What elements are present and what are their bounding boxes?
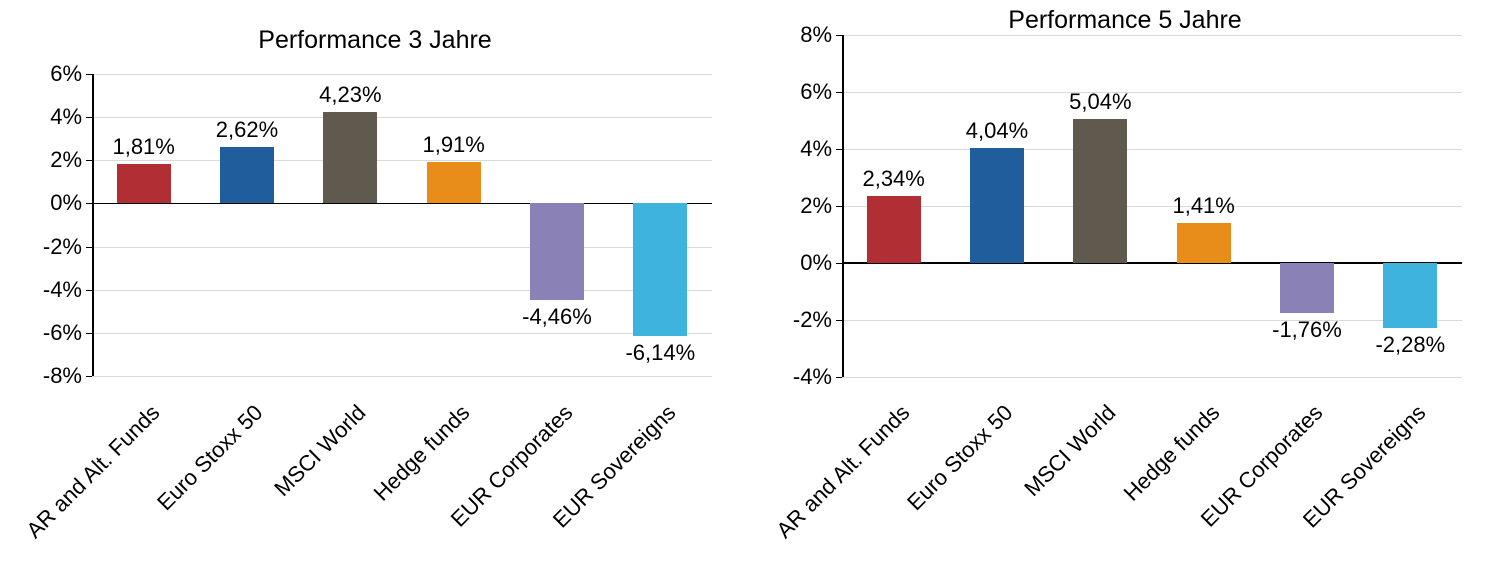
y-axis-line: [92, 74, 94, 376]
chart-plot-area: -8%-6%-4%-2%0%2%4%6%1,81%2,62%4,23%1,91%…: [92, 74, 712, 376]
bar: -6,14%: [633, 203, 687, 335]
bar-value-label: 1,81%: [106, 134, 181, 160]
chart-title: Performance 5 Jahre: [750, 6, 1500, 35]
bar-value-label: 1,91%: [416, 132, 491, 158]
gridline: [842, 92, 1462, 93]
bar-value-label: -1,76%: [1269, 317, 1344, 343]
bar-value-label: 2,62%: [209, 117, 284, 143]
bar: -4,46%: [530, 203, 584, 299]
gridline: [842, 35, 1462, 36]
gridline: [92, 376, 712, 377]
y-tick-label: -4%: [793, 364, 842, 390]
y-tick-label: -2%: [793, 307, 842, 333]
chart-plot-area: -4%-2%0%2%4%6%8%2,34%4,04%5,04%1,41%-1,7…: [842, 35, 1462, 377]
bar-value-label: 4,23%: [313, 82, 388, 108]
gridline: [92, 74, 712, 75]
bar-value-label: -4,46%: [519, 304, 594, 330]
bar-value-label: -2,28%: [1373, 332, 1448, 358]
bar: 1,41%: [1177, 223, 1231, 263]
bar: 2,34%: [867, 196, 921, 263]
y-tick-label: -6%: [43, 320, 92, 346]
bar: -1,76%: [1280, 263, 1334, 313]
y-axis-line: [842, 35, 844, 377]
gridline: [92, 333, 712, 334]
charts-container: Performance 3 Jahre -8%-6%-4%-2%0%2%4%6%…: [0, 0, 1500, 587]
y-tick-label: -8%: [43, 363, 92, 389]
chart-performance-5-jahre: Performance 5 Jahre -4%-2%0%2%4%6%8%2,34…: [750, 0, 1500, 587]
gridline: [842, 377, 1462, 378]
gridline: [842, 149, 1462, 150]
y-tick-label: -2%: [43, 234, 92, 260]
bar: 4,23%: [323, 112, 377, 203]
gridline: [92, 247, 712, 248]
bar: 4,04%: [970, 148, 1024, 263]
chart-title: Performance 3 Jahre: [0, 26, 750, 55]
bar-value-label: -6,14%: [623, 340, 698, 366]
gridline: [92, 160, 712, 161]
x-axis-line: [842, 262, 1462, 264]
chart-performance-3-jahre: Performance 3 Jahre -8%-6%-4%-2%0%2%4%6%…: [0, 0, 750, 587]
bar: 1,81%: [117, 164, 171, 203]
y-tick-mark: [86, 376, 92, 377]
bar-value-label: 4,04%: [959, 118, 1034, 144]
x-axis-line: [92, 203, 712, 205]
bar: 1,91%: [427, 162, 481, 203]
gridline: [92, 290, 712, 291]
bar-value-label: 1,41%: [1166, 193, 1241, 219]
bar: 2,62%: [220, 147, 274, 204]
gridline: [92, 117, 712, 118]
gridline: [842, 320, 1462, 321]
gridline: [842, 206, 1462, 207]
y-tick-mark: [836, 377, 842, 378]
bar-value-label: 2,34%: [856, 166, 931, 192]
bar: 5,04%: [1073, 119, 1127, 263]
bar-value-label: 5,04%: [1063, 89, 1138, 115]
bar: -2,28%: [1383, 263, 1437, 328]
y-tick-label: -4%: [43, 277, 92, 303]
